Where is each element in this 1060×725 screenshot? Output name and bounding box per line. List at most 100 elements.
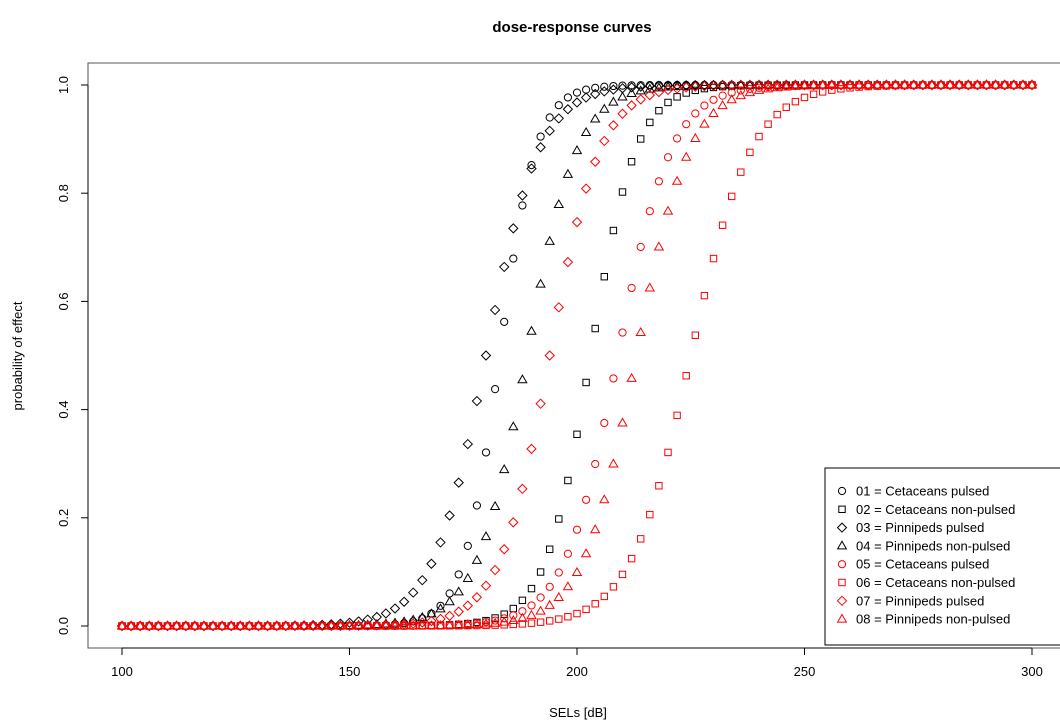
data-point [545,113,554,122]
data-point [244,620,255,630]
data-point [808,80,819,90]
data-point [753,84,765,94]
data-point [389,620,401,630]
y-axis-label: probability of effect [10,301,25,410]
data-point [454,570,463,579]
data-point [572,525,582,534]
data-point [653,80,665,92]
x-tick-label: 250 [794,664,816,679]
legend-label: 08 = Pinnipeds non-pulsed [856,612,1010,627]
data-point [655,482,663,490]
data-point [125,620,137,632]
data-point [498,544,510,555]
data-point [591,83,600,92]
data-point [380,608,392,619]
data-point [644,83,656,93]
legend-label: 07 = Pinnipeds pulsed [856,593,984,608]
data-point [417,617,428,628]
data-point [646,510,654,519]
data-point [573,430,581,439]
data-point [737,168,745,176]
data-point [545,582,554,591]
data-point [582,85,591,94]
data-point [591,600,599,608]
data-point [298,620,310,630]
data-point [1017,79,1029,91]
data-point [644,89,656,101]
data-point [655,106,663,115]
data-point [564,613,572,621]
data-point [280,620,292,630]
data-point [726,80,737,91]
data-point [690,81,701,92]
data-point [371,620,383,630]
data-point [753,79,765,91]
data-point [480,580,492,591]
data-point [717,79,728,89]
x-tick-label: 150 [339,664,361,679]
data-point [462,619,474,629]
data-point [444,510,455,521]
data-point [582,378,590,387]
data-point [700,101,709,110]
data-point [453,586,464,596]
series-8 [116,79,1038,630]
y-tick-label: 0.8 [56,184,71,202]
data-point [471,554,483,564]
data-point [472,501,481,510]
data-point [1026,79,1038,91]
data-point [491,616,500,625]
data-point [307,620,319,630]
data-point [754,83,764,92]
data-point [262,620,273,632]
x-tick-label: 100 [111,664,133,679]
data-point [999,79,1010,91]
data-point [680,80,692,91]
data-point [682,120,691,129]
data-point [844,79,856,91]
data-point [398,616,410,626]
data-point [682,89,690,97]
data-point [562,104,574,115]
data-point [853,79,865,91]
data-point [835,79,847,89]
data-point [608,458,619,468]
data-point [636,242,645,252]
data-point [398,596,410,607]
data-point [435,620,446,630]
data-point [582,605,590,614]
data-point [617,91,628,101]
data-point [828,86,836,94]
data-point [546,617,554,625]
legend-label: 03 = Pinnipeds pulsed [856,520,984,535]
data-point [508,421,519,431]
data-point [508,223,519,234]
data-point [637,135,645,143]
data-point [699,118,710,128]
data-point [762,79,774,91]
data-point [653,241,665,251]
data-point [755,132,763,141]
data-point [708,79,719,91]
data-point [571,145,583,155]
data-point [990,79,1001,91]
data-point [207,620,219,632]
data-point [944,79,956,89]
data-point [589,88,601,100]
data-point [718,221,727,229]
data-point [527,160,536,170]
data-point [453,477,464,488]
data-point [1008,79,1020,91]
data-point [736,86,745,95]
data-point [207,620,219,630]
data-point [600,592,608,601]
data-point [817,79,828,89]
data-point [526,325,537,335]
data-point [646,118,654,127]
data-point [626,87,637,97]
legend-marker [838,578,846,587]
data-point [198,620,210,630]
legend-marker [837,560,847,569]
data-point [571,566,583,577]
data-point [271,620,282,630]
